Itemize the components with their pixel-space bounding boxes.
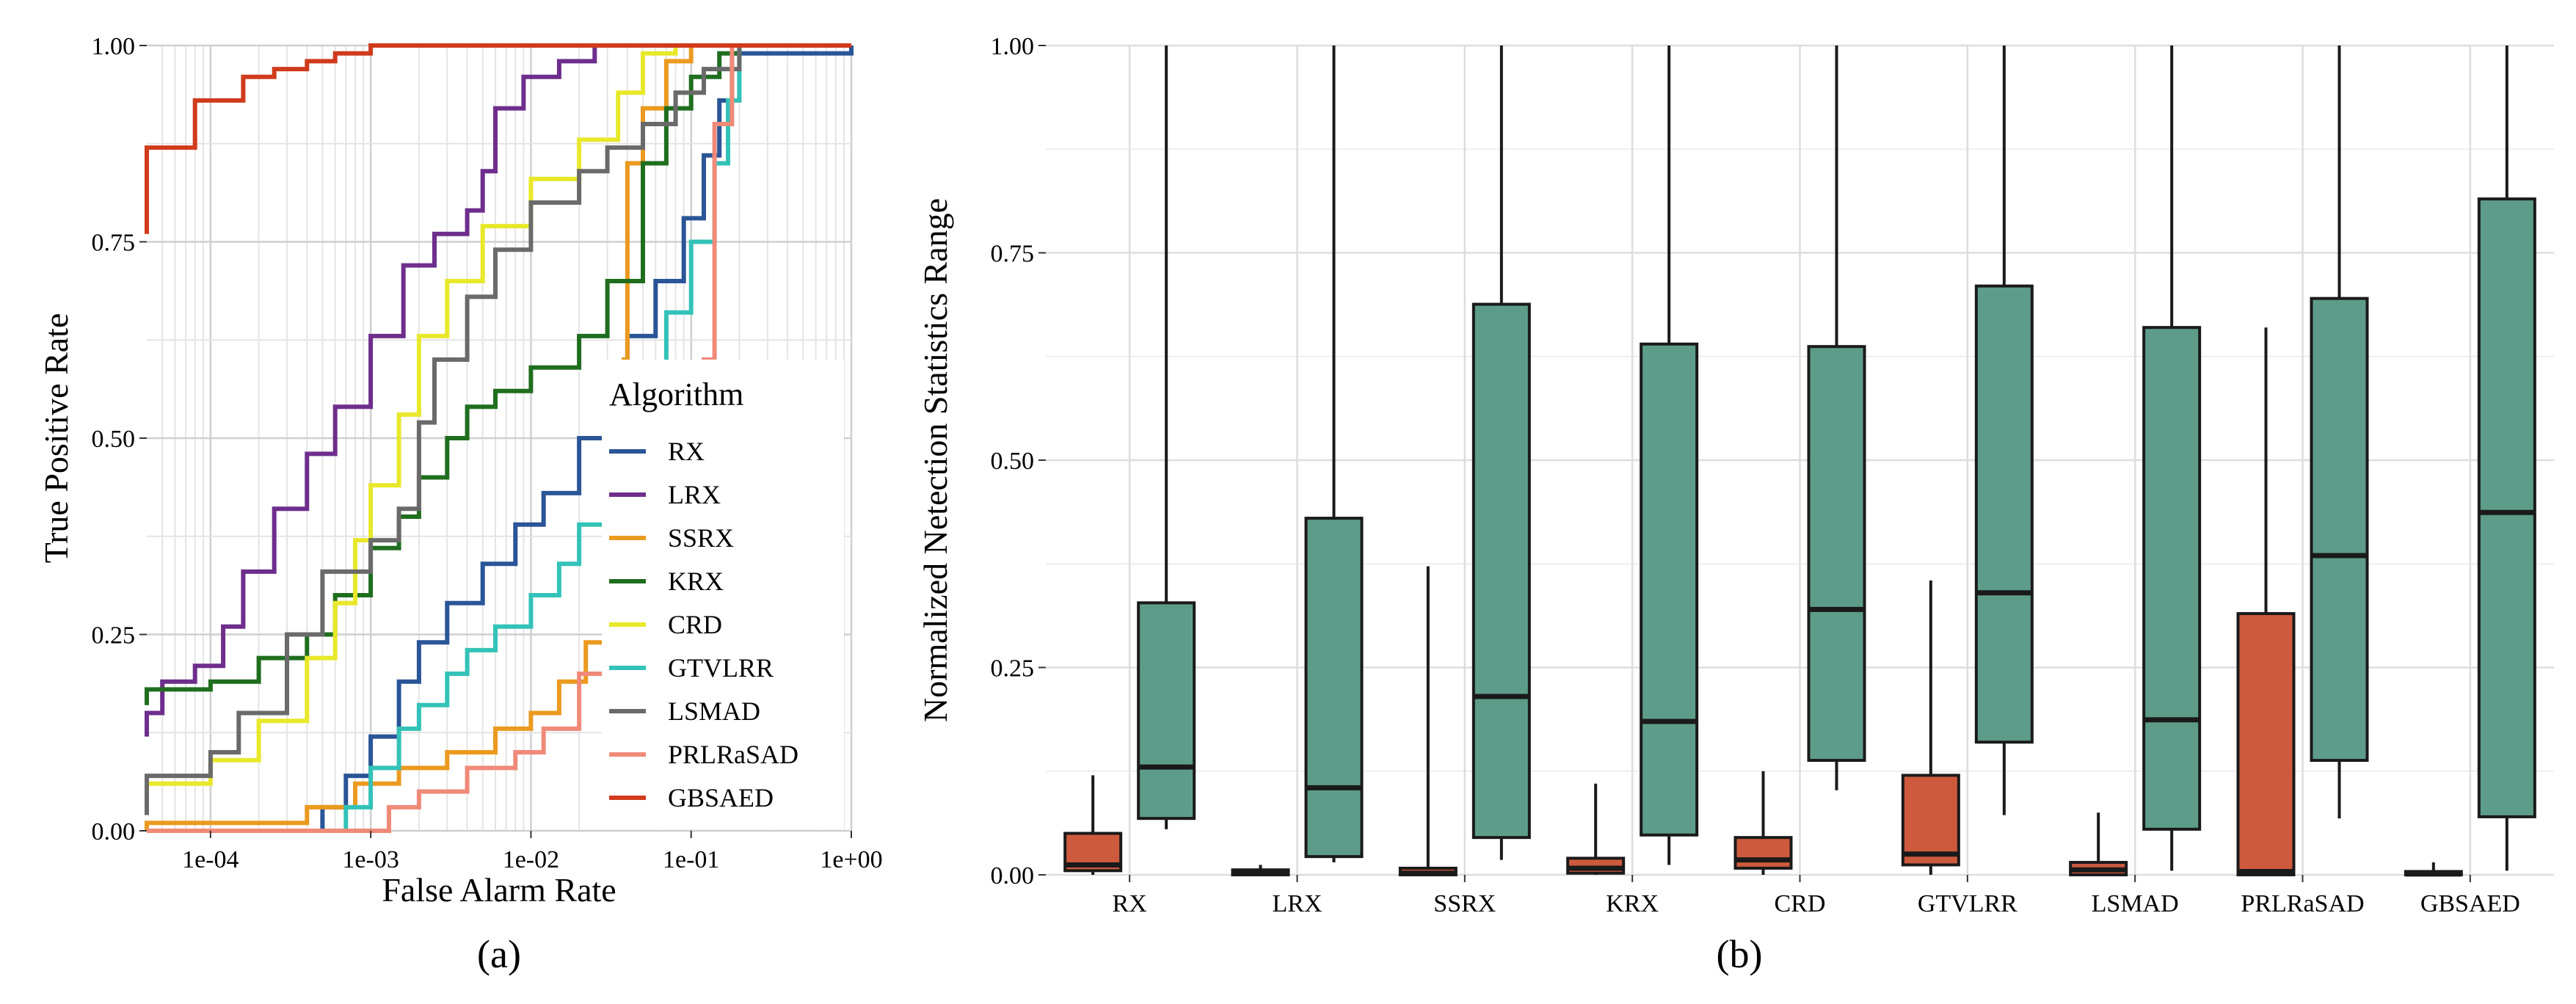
box-background-gbsaed bbox=[2477, 46, 2536, 871]
box-target-ssrx bbox=[1398, 566, 1458, 876]
box-body bbox=[2142, 326, 2202, 831]
box-target-gtvlrr bbox=[1901, 580, 1960, 875]
box-body bbox=[2477, 197, 2536, 818]
box-background-rx bbox=[1137, 46, 1196, 829]
box-body bbox=[2236, 612, 2296, 876]
boxplot-panel: RX LRX SSRX KRX CRD GTVLRR LSMAD PRLRaSAD GBSAED… bbox=[917, 33, 2554, 976]
y-tick-label: 0.00 bbox=[991, 862, 1035, 890]
box-background-krx bbox=[1640, 46, 1699, 865]
boxplot-y-ticks: 0.00 0.25 0.50 0.75 1.00 bbox=[991, 33, 1046, 890]
y-tick-label: 0.50 bbox=[991, 448, 1035, 475]
x-tick-label-lrx: LRX bbox=[1273, 890, 1322, 917]
boxplot-x-ticks: RX LRX SSRX KRX CRD GTVLRR LSMAD PRLRaSAD GBSAED bbox=[1113, 875, 2520, 917]
box-target-krx bbox=[1566, 783, 1626, 875]
legend-background bbox=[602, 360, 844, 829]
y-tick-label: 0.50 bbox=[92, 426, 136, 453]
box-target-prlrasad bbox=[2236, 327, 2296, 876]
legend-label-lrx: LRX bbox=[668, 480, 721, 509]
box-body bbox=[1137, 601, 1196, 821]
box-background-ssrx bbox=[1471, 46, 1531, 860]
panel-label-b: (b) bbox=[1717, 932, 1763, 976]
roc-x-ticks: 1e-04 1e-03 1e-02 1e-01 1e+00 bbox=[182, 831, 883, 873]
y-tick-label: 0.75 bbox=[991, 241, 1035, 268]
legend-label-prlrasad: PRLRaSAD bbox=[668, 740, 798, 769]
box-background-prlrasad bbox=[2310, 46, 2369, 819]
box-background-lsmad bbox=[2142, 46, 2202, 871]
box-target-crd bbox=[1733, 771, 1793, 875]
box-background-lrx bbox=[1304, 46, 1364, 863]
box-body bbox=[1304, 517, 1364, 859]
legend-label-gtvlrr: GTVLRR bbox=[668, 653, 774, 683]
box-body bbox=[1901, 774, 1960, 867]
legend-label-gbsaed: GBSAED bbox=[668, 783, 774, 812]
x-tick-label-crd: CRD bbox=[1775, 890, 1826, 917]
y-tick-label: 0.25 bbox=[92, 622, 136, 650]
roc-curve-lsmad bbox=[145, 43, 851, 815]
box-target-lrx bbox=[1231, 865, 1290, 876]
roc-curve-crd bbox=[145, 43, 851, 800]
legend-label-ssrx: SSRX bbox=[668, 523, 734, 553]
box-target-lsmad bbox=[2069, 812, 2128, 877]
box-body bbox=[1733, 836, 1793, 870]
x-tick-label-rx: RX bbox=[1113, 890, 1147, 917]
legend-label-crd: CRD bbox=[668, 610, 722, 639]
box-body bbox=[1807, 345, 1866, 763]
roc-y-axis-title: True Positive Rate bbox=[37, 313, 75, 564]
boxplot-y-axis-title: Normalized Netection Statistics Range bbox=[917, 198, 954, 722]
roc-panel: 1e-04 1e-03 1e-02 1e-01 1e+00 0.000.250.500.… bbox=[37, 33, 883, 976]
legend-title: Algorithm bbox=[609, 376, 743, 412]
x-tick-label: 1e-03 bbox=[342, 846, 399, 873]
x-tick-label: 1e-01 bbox=[663, 846, 719, 873]
y-tick-label: 0.25 bbox=[991, 655, 1035, 683]
x-tick-label-lsmad: LSMAD bbox=[2092, 890, 2179, 917]
x-tick-label: 1e-04 bbox=[182, 846, 239, 873]
x-tick-label-prlrasad: PRLRaSAD bbox=[2241, 890, 2364, 917]
roc-curve-lrx bbox=[145, 43, 851, 737]
roc-y-ticks: 0.00 0.25 0.50 0.75 1.00 bbox=[92, 33, 147, 845]
roc-x-axis-title: False Alarm Rate bbox=[382, 871, 616, 909]
roc-legend: Algorithm RX LRX SSRX KRX CRD GTVLRR LSMAD PRLR… bbox=[602, 360, 844, 829]
box-background-crd bbox=[1807, 46, 1866, 790]
y-tick-label: 0.75 bbox=[92, 230, 136, 257]
legend-label-krx: KRX bbox=[668, 567, 724, 596]
roc-curve-krx bbox=[145, 43, 851, 705]
box-target-rx bbox=[1063, 775, 1123, 875]
roc-curves bbox=[145, 43, 854, 833]
panel-label-a: (a) bbox=[477, 932, 521, 976]
x-tick-label-gtvlrr: GTVLRR bbox=[1918, 890, 2017, 917]
y-tick-label: 1.00 bbox=[991, 33, 1035, 60]
box-target-gbsaed bbox=[2404, 862, 2463, 877]
legend-label-rx: RX bbox=[668, 437, 705, 466]
box-body bbox=[1471, 302, 1531, 840]
x-tick-label: 1e-02 bbox=[503, 846, 559, 873]
x-tick-label-ssrx: SSRX bbox=[1433, 890, 1496, 917]
x-tick-label: 1e+00 bbox=[820, 846, 882, 873]
y-tick-label: 1.00 bbox=[92, 33, 136, 60]
legend-label-lsmad: LSMAD bbox=[668, 696, 760, 726]
x-tick-label-gbsaed: GBSAED bbox=[2420, 890, 2520, 917]
x-tick-label-krx: KRX bbox=[1606, 890, 1659, 917]
boxplot-boxes bbox=[1063, 46, 2536, 877]
box-body bbox=[1974, 284, 2034, 744]
y-tick-label: 0.00 bbox=[92, 818, 136, 845]
box-body bbox=[1640, 342, 1699, 837]
roc-curve-gbsaed bbox=[145, 43, 851, 234]
box-background-gtvlrr bbox=[1974, 46, 2034, 815]
box-body bbox=[2310, 297, 2369, 763]
